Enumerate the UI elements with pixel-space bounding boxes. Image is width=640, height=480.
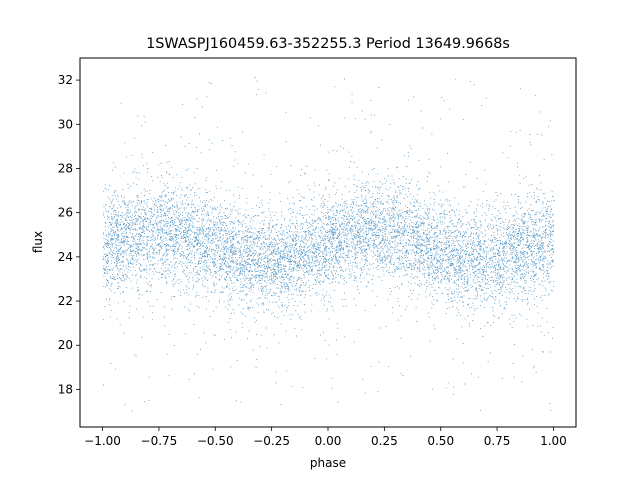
x-tick-label: 0.25: [371, 434, 398, 448]
y-tick-label: 24: [58, 250, 73, 264]
y-tick-label: 32: [58, 73, 73, 87]
y-tick-label: 20: [58, 338, 73, 352]
y-tick-label: 22: [58, 294, 73, 308]
x-axis: −1.00 −0.75 −0.50 −0.25 0.00 0.25 0.50 0.75 1.00: [84, 427, 567, 448]
x-axis-label: phase: [310, 456, 346, 470]
x-tick-label: −0.50: [197, 434, 234, 448]
chart-title: 1SWASPJ160459.63-352255.3 Period 13649.9…: [146, 36, 510, 52]
y-axis: 18 20 22 24 26 28 30 32: [58, 73, 80, 396]
x-tick-label: 1.00: [540, 434, 567, 448]
y-axis-label: flux: [31, 231, 45, 253]
x-tick-label: 0.75: [484, 434, 511, 448]
x-tick-label: 0.00: [315, 434, 342, 448]
scatter-points: [102, 77, 555, 412]
data-points: [102, 77, 555, 412]
x-tick-label: −0.25: [253, 434, 290, 448]
x-tick-label: −0.75: [141, 434, 178, 448]
y-tick-label: 18: [58, 382, 73, 396]
x-tick-label: −1.00: [84, 434, 121, 448]
y-tick-label: 30: [58, 117, 73, 131]
y-tick-label: 26: [58, 206, 73, 220]
x-tick-label: 0.50: [427, 434, 454, 448]
y-tick-label: 28: [58, 161, 73, 175]
